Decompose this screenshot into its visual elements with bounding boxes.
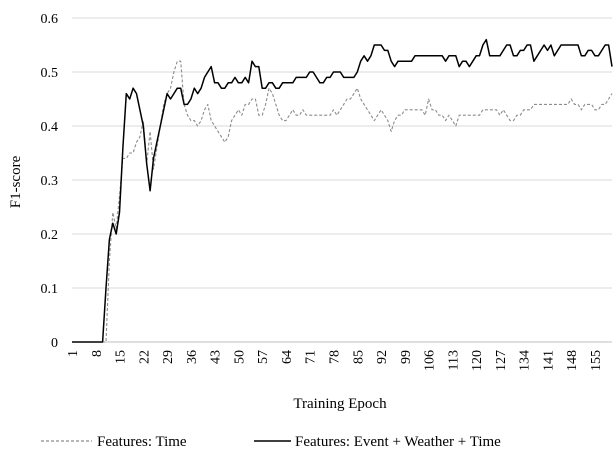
x-tick-label: 155 [589, 350, 604, 371]
series-lines [72, 38, 613, 343]
x-tick-label: 43 [209, 350, 224, 364]
x-tick-label: 22 [137, 350, 152, 364]
x-tick-label: 8 [90, 350, 105, 357]
x-tick-label: 29 [161, 350, 176, 364]
x-axis-title: Training Epoch [293, 396, 387, 412]
x-tick-label: 148 [565, 350, 580, 371]
x-tick-label: 78 [328, 350, 343, 364]
y-tick-label: 0.4 [41, 120, 59, 135]
x-tick-label: 57 [256, 350, 271, 364]
x-tick-label: 120 [470, 350, 485, 371]
y-tick-label: 0.6 [41, 12, 59, 27]
y-axis-ticks: 0 0.1 0.2 0.3 0.4 0.5 0.6 [41, 12, 59, 351]
y-tick-label: 0 [51, 336, 58, 351]
x-tick-label: 1 [66, 350, 81, 357]
y-tick-label: 0.2 [41, 228, 59, 243]
legend: Features: Time Features: Event + Weather… [41, 434, 501, 450]
series-line-time [72, 60, 613, 343]
x-tick-label: 15 [114, 350, 129, 364]
x-tick-label: 71 [304, 350, 319, 364]
x-tick-label: 127 [494, 350, 509, 371]
x-tick-label: 141 [541, 350, 556, 371]
series-line-event-weather-time [72, 38, 613, 343]
gridlines [72, 17, 612, 289]
x-tick-label: 92 [375, 350, 390, 364]
y-tick-label: 0.5 [41, 66, 59, 81]
y-tick-label: 0.1 [41, 282, 59, 297]
y-tick-label: 0.3 [41, 174, 59, 189]
legend-label-event-weather-time: Features: Event + Weather + Time [295, 434, 501, 450]
y-axis-title: F1-score [8, 155, 24, 208]
x-tick-label: 134 [518, 350, 533, 371]
x-tick-label: 113 [446, 350, 461, 370]
x-tick-label: 64 [280, 350, 295, 364]
x-tick-label: 99 [399, 350, 414, 364]
x-tick-label: 50 [232, 350, 247, 364]
x-tick-label: 85 [351, 350, 366, 364]
x-axis-ticks: 1 8 15 22 29 36 43 50 57 64 71 78 85 92 99 106 113 120 127… [66, 350, 604, 371]
legend-label-time: Features: Time [97, 434, 187, 450]
x-tick-label: 36 [185, 350, 200, 364]
x-tick-label: 106 [423, 350, 438, 371]
